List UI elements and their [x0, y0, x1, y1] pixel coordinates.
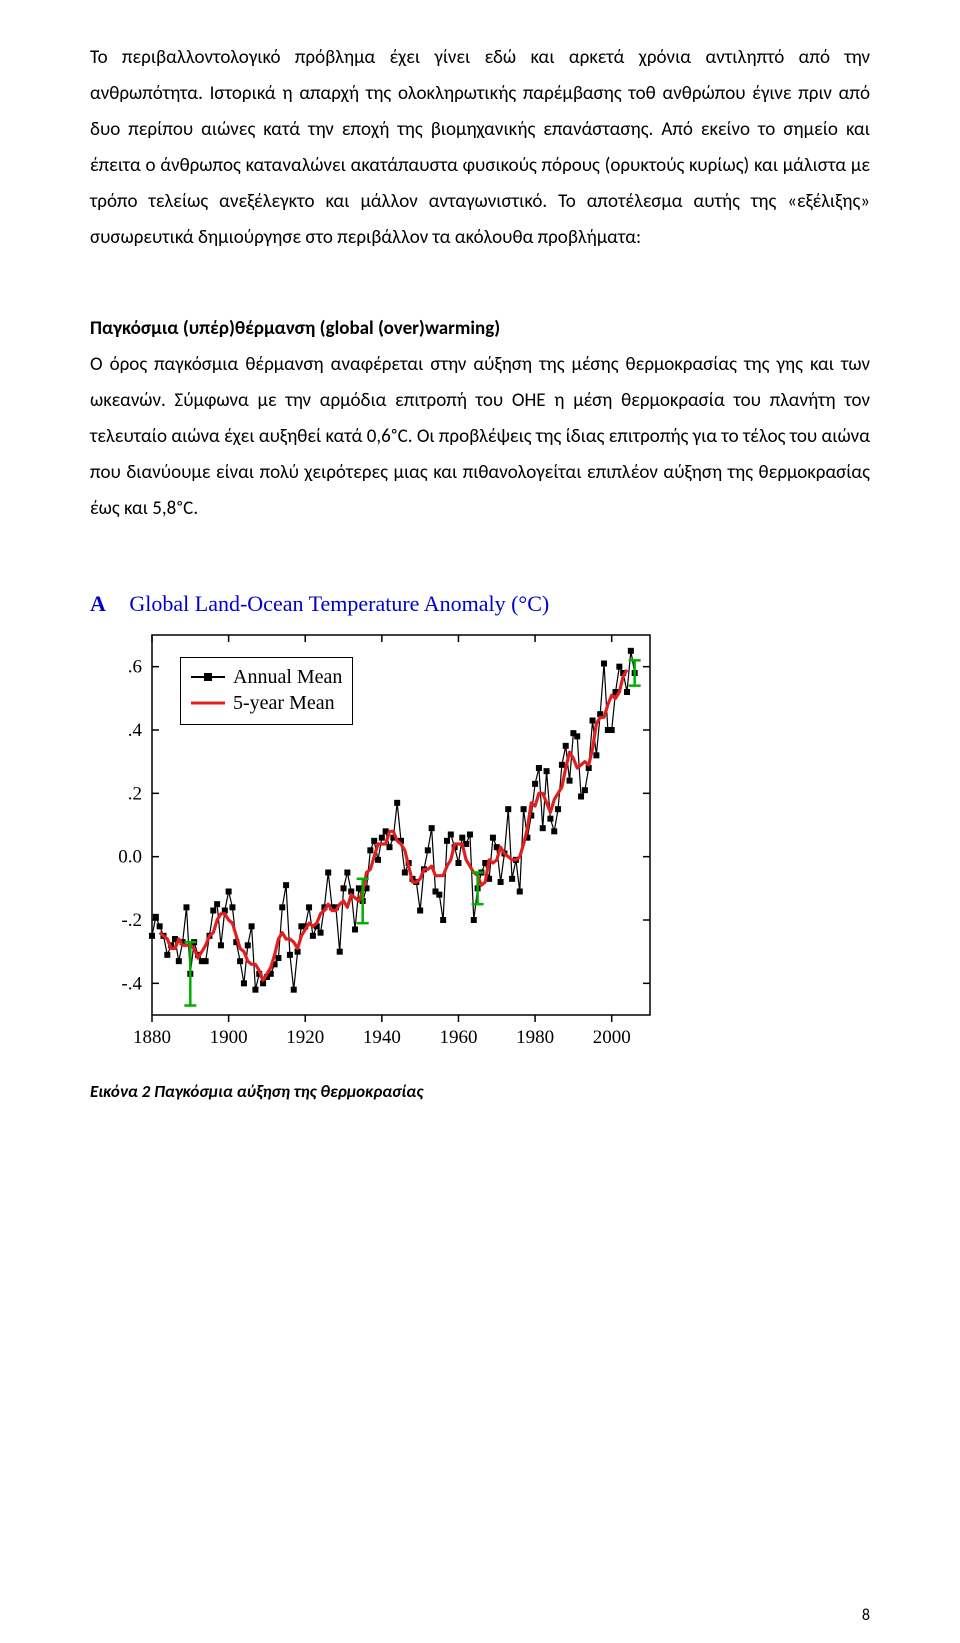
svg-text:.6: .6	[128, 657, 142, 678]
svg-text:1920: 1920	[286, 1027, 324, 1048]
figure-title-text: Global Land-Ocean Temperature Anomaly (°…	[129, 591, 549, 616]
svg-text:1880: 1880	[133, 1027, 171, 1048]
svg-text:.4: .4	[128, 720, 143, 741]
legend-annual-swatch	[191, 670, 225, 684]
page: Το περιβαλλοντολογικό πρόβλημα έχει γίνε…	[0, 0, 960, 1643]
svg-text:-.4: -.4	[121, 973, 142, 994]
spacer	[90, 527, 870, 581]
figure-title: A Global Land-Ocean Temperature Anomaly …	[90, 591, 660, 617]
page-number: 8	[862, 1606, 870, 1625]
svg-text:1900: 1900	[210, 1027, 248, 1048]
svg-text:2000: 2000	[593, 1027, 631, 1048]
figure: A Global Land-Ocean Temperature Anomaly …	[90, 591, 660, 1102]
figure-panel-label: A	[90, 591, 106, 616]
svg-text:1940: 1940	[363, 1027, 401, 1048]
legend-annual-label: Annual Mean	[233, 664, 342, 690]
figure-plot: 1880 1900 1920 1940 1960 1980 2000 -.4 -.2 0.0 .2.…	[90, 627, 660, 1057]
svg-text:1980: 1980	[516, 1027, 554, 1048]
spacer	[90, 257, 870, 311]
legend-annual: Annual Mean	[191, 664, 342, 690]
body-paragraph-1: Το περιβαλλοντολογικό πρόβλημα έχει γίνε…	[90, 40, 870, 257]
figure-caption: Εικόνα 2 Παγκόσμια αύξηση της θερμοκρασί…	[90, 1081, 660, 1102]
legend-mean5-swatch	[191, 696, 225, 710]
svg-text:1960: 1960	[439, 1027, 477, 1048]
section-title: Παγκόσμια (υπέρ)θέρμανση (global (over)w…	[90, 311, 870, 347]
svg-text:-.2: -.2	[121, 910, 142, 931]
chart-svg: 1880 1900 1920 1940 1960 1980 2000 -.4 -.2 0.0 .2.…	[90, 627, 660, 1057]
body-paragraph-2: Ο όρος παγκόσμια θέρμανση αναφέρεται στη…	[90, 347, 870, 527]
svg-text:0.0: 0.0	[118, 847, 142, 868]
svg-text:.2: .2	[128, 783, 142, 804]
legend-mean5: 5-year Mean	[191, 690, 342, 716]
legend-mean5-label: 5-year Mean	[233, 690, 335, 716]
legend: Annual Mean 5-year Mean	[180, 657, 353, 725]
